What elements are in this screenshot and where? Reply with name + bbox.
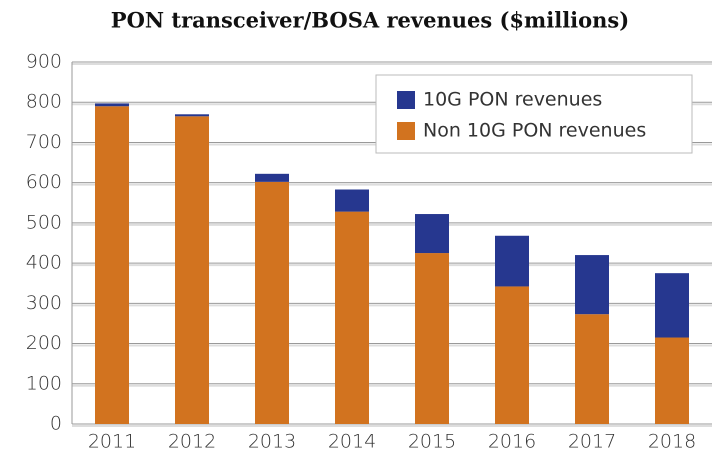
legend-label: Non 10G PON revenues — [423, 120, 646, 142]
bar-segment — [575, 255, 609, 315]
y-tick-label: 400 — [26, 252, 62, 274]
x-tick-label: 2016 — [488, 431, 536, 453]
x-tick-label: 2018 — [648, 431, 696, 453]
x-tick-label: 2013 — [248, 431, 296, 453]
legend-box — [375, 74, 693, 154]
legend-swatch — [397, 91, 415, 109]
bar-segment — [655, 273, 689, 338]
bar-segment — [335, 189, 369, 212]
y-tick-label: 800 — [26, 91, 62, 113]
y-tick-label: 700 — [26, 131, 62, 153]
bar-segment — [415, 253, 449, 424]
y-tick-label: 500 — [26, 211, 62, 233]
y-tick-label: 600 — [26, 171, 62, 193]
bar-segment — [575, 314, 609, 424]
x-tick-label: 2015 — [408, 431, 456, 453]
bar-segment — [495, 235, 529, 287]
bar-segment — [95, 106, 129, 424]
x-tick-label: 2012 — [168, 431, 216, 453]
x-tick-label: 2011 — [88, 431, 136, 453]
bar-segment — [255, 173, 289, 182]
bar-segment — [175, 114, 209, 117]
y-tick-label: 900 — [26, 51, 62, 73]
y-tick-label: 300 — [26, 292, 62, 314]
bar-segment — [175, 116, 209, 425]
y-tick-label: 200 — [26, 332, 62, 354]
y-tick-label: 100 — [26, 372, 62, 394]
x-tick-label: 2014 — [328, 431, 376, 453]
bar-segment — [335, 211, 369, 424]
y-tick-label: 0 — [50, 413, 62, 435]
chart-title: PON transceiver/BOSA revenues ($millions… — [111, 8, 629, 33]
bar-segment — [255, 181, 289, 424]
bar-segment — [95, 103, 129, 107]
bar-segment — [415, 214, 449, 254]
legend-swatch — [397, 122, 415, 140]
x-tick-label: 2017 — [568, 431, 616, 453]
bar-segment — [655, 337, 689, 424]
bar-segment — [495, 286, 529, 424]
legend-label: 10G PON revenues — [423, 89, 602, 111]
